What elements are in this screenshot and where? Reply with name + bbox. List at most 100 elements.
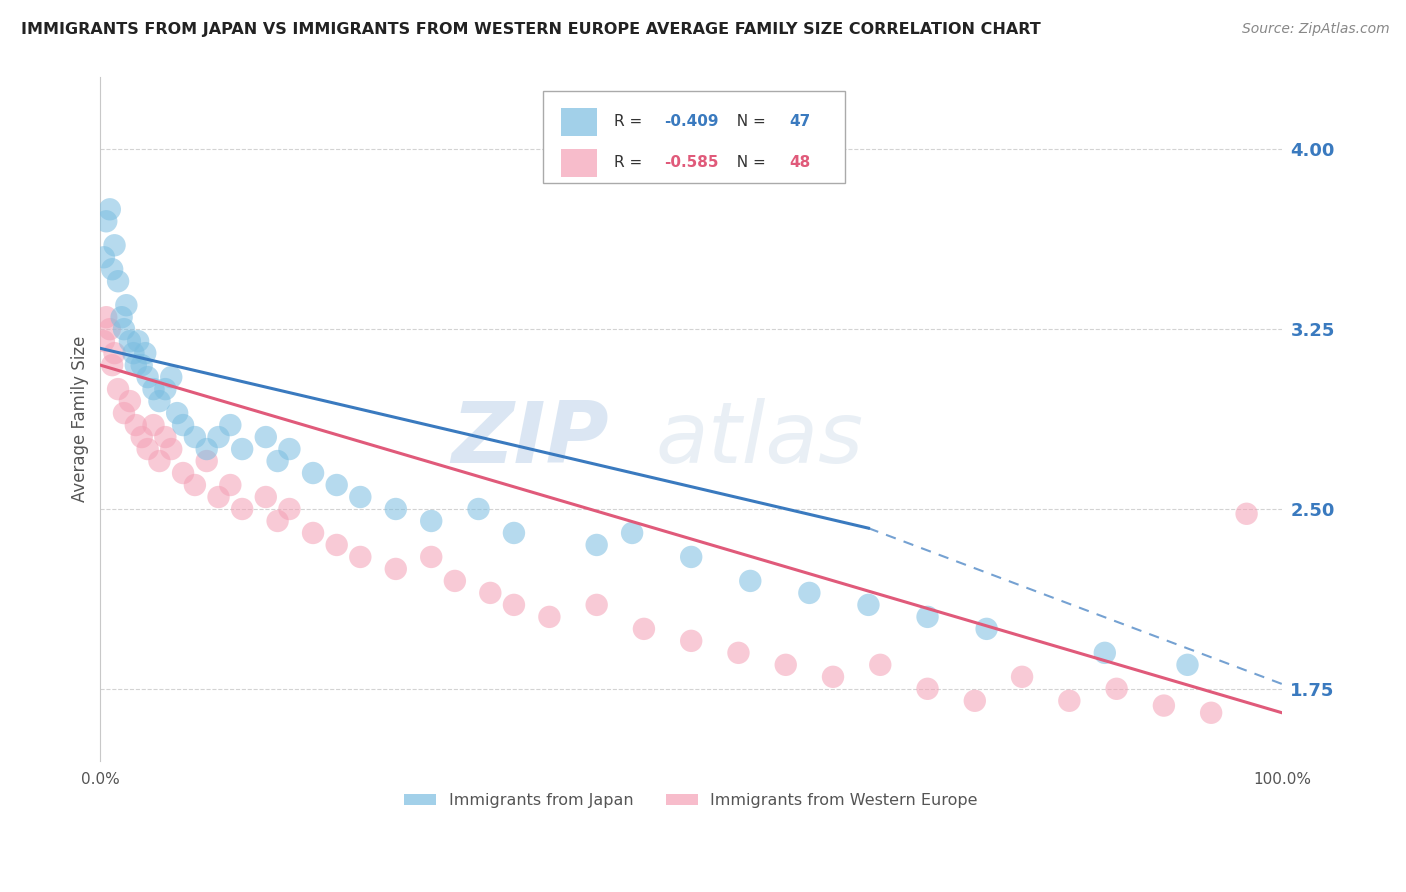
Point bbox=[1199, 706, 1222, 720]
Point bbox=[107, 274, 129, 288]
Point bbox=[821, 670, 844, 684]
Point bbox=[869, 657, 891, 672]
Point bbox=[160, 442, 183, 456]
Point bbox=[503, 598, 526, 612]
Point bbox=[325, 538, 347, 552]
Text: R =: R = bbox=[614, 114, 648, 129]
Point bbox=[1177, 657, 1199, 672]
Point bbox=[278, 442, 301, 456]
Text: Source: ZipAtlas.com: Source: ZipAtlas.com bbox=[1241, 22, 1389, 37]
Point bbox=[1236, 507, 1258, 521]
Point bbox=[107, 382, 129, 396]
Text: atlas: atlas bbox=[655, 398, 863, 481]
Point bbox=[219, 418, 242, 433]
Point bbox=[142, 418, 165, 433]
Point bbox=[538, 610, 561, 624]
Point bbox=[963, 694, 986, 708]
Point bbox=[195, 442, 218, 456]
Point bbox=[325, 478, 347, 492]
Point bbox=[681, 549, 703, 564]
Point bbox=[254, 490, 277, 504]
Point bbox=[155, 430, 177, 444]
Point bbox=[131, 358, 153, 372]
Point bbox=[467, 502, 489, 516]
Point bbox=[384, 562, 406, 576]
Legend: Immigrants from Japan, Immigrants from Western Europe: Immigrants from Japan, Immigrants from W… bbox=[398, 787, 984, 814]
Point bbox=[219, 478, 242, 492]
Point bbox=[122, 346, 145, 360]
Point bbox=[136, 370, 159, 384]
Point bbox=[125, 418, 148, 433]
Point bbox=[148, 394, 170, 409]
Point bbox=[1011, 670, 1033, 684]
Point bbox=[420, 514, 443, 528]
Point bbox=[172, 466, 194, 480]
Point bbox=[621, 525, 644, 540]
Point bbox=[1059, 694, 1081, 708]
FancyBboxPatch shape bbox=[561, 149, 596, 177]
Point bbox=[585, 598, 607, 612]
Point bbox=[103, 238, 125, 252]
Point bbox=[96, 214, 118, 228]
Point bbox=[111, 310, 134, 325]
Point bbox=[112, 322, 135, 336]
Point bbox=[134, 346, 156, 360]
Point bbox=[681, 633, 703, 648]
Point bbox=[142, 382, 165, 396]
Point bbox=[503, 525, 526, 540]
FancyBboxPatch shape bbox=[561, 108, 596, 136]
Point bbox=[131, 430, 153, 444]
Point bbox=[112, 406, 135, 420]
Point bbox=[799, 586, 821, 600]
Point bbox=[231, 442, 253, 456]
Point bbox=[155, 382, 177, 396]
Point bbox=[195, 454, 218, 468]
Point bbox=[302, 525, 325, 540]
Point bbox=[858, 598, 880, 612]
Text: R =: R = bbox=[614, 155, 648, 170]
Point bbox=[207, 490, 229, 504]
FancyBboxPatch shape bbox=[544, 91, 845, 184]
Y-axis label: Average Family Size: Average Family Size bbox=[72, 336, 89, 502]
Point bbox=[103, 346, 125, 360]
Text: -0.409: -0.409 bbox=[664, 114, 718, 129]
Point bbox=[254, 430, 277, 444]
Point bbox=[349, 549, 371, 564]
Point bbox=[101, 262, 124, 277]
Point bbox=[727, 646, 749, 660]
Text: N =: N = bbox=[727, 155, 770, 170]
Point bbox=[148, 454, 170, 468]
Point bbox=[160, 370, 183, 384]
Point bbox=[136, 442, 159, 456]
Point bbox=[98, 202, 121, 217]
Point bbox=[444, 574, 467, 588]
Point bbox=[93, 250, 115, 264]
Point bbox=[127, 334, 149, 348]
Point bbox=[479, 586, 502, 600]
Point bbox=[775, 657, 797, 672]
Text: 48: 48 bbox=[789, 155, 810, 170]
Point bbox=[125, 358, 148, 372]
Point bbox=[115, 298, 138, 312]
Point bbox=[93, 334, 115, 348]
Point bbox=[96, 310, 118, 325]
Point bbox=[585, 538, 607, 552]
Text: IMMIGRANTS FROM JAPAN VS IMMIGRANTS FROM WESTERN EUROPE AVERAGE FAMILY SIZE CORR: IMMIGRANTS FROM JAPAN VS IMMIGRANTS FROM… bbox=[21, 22, 1040, 37]
Point bbox=[278, 502, 301, 516]
Point bbox=[101, 358, 124, 372]
Point bbox=[917, 610, 939, 624]
Point bbox=[633, 622, 655, 636]
Point bbox=[118, 334, 141, 348]
Point bbox=[231, 502, 253, 516]
Point bbox=[917, 681, 939, 696]
Point bbox=[98, 322, 121, 336]
Point bbox=[207, 430, 229, 444]
Text: ZIP: ZIP bbox=[451, 398, 609, 481]
Point bbox=[184, 430, 207, 444]
Point bbox=[1094, 646, 1116, 660]
Point bbox=[976, 622, 998, 636]
Text: 47: 47 bbox=[789, 114, 810, 129]
Text: N =: N = bbox=[727, 114, 770, 129]
Point bbox=[302, 466, 325, 480]
Point bbox=[172, 418, 194, 433]
